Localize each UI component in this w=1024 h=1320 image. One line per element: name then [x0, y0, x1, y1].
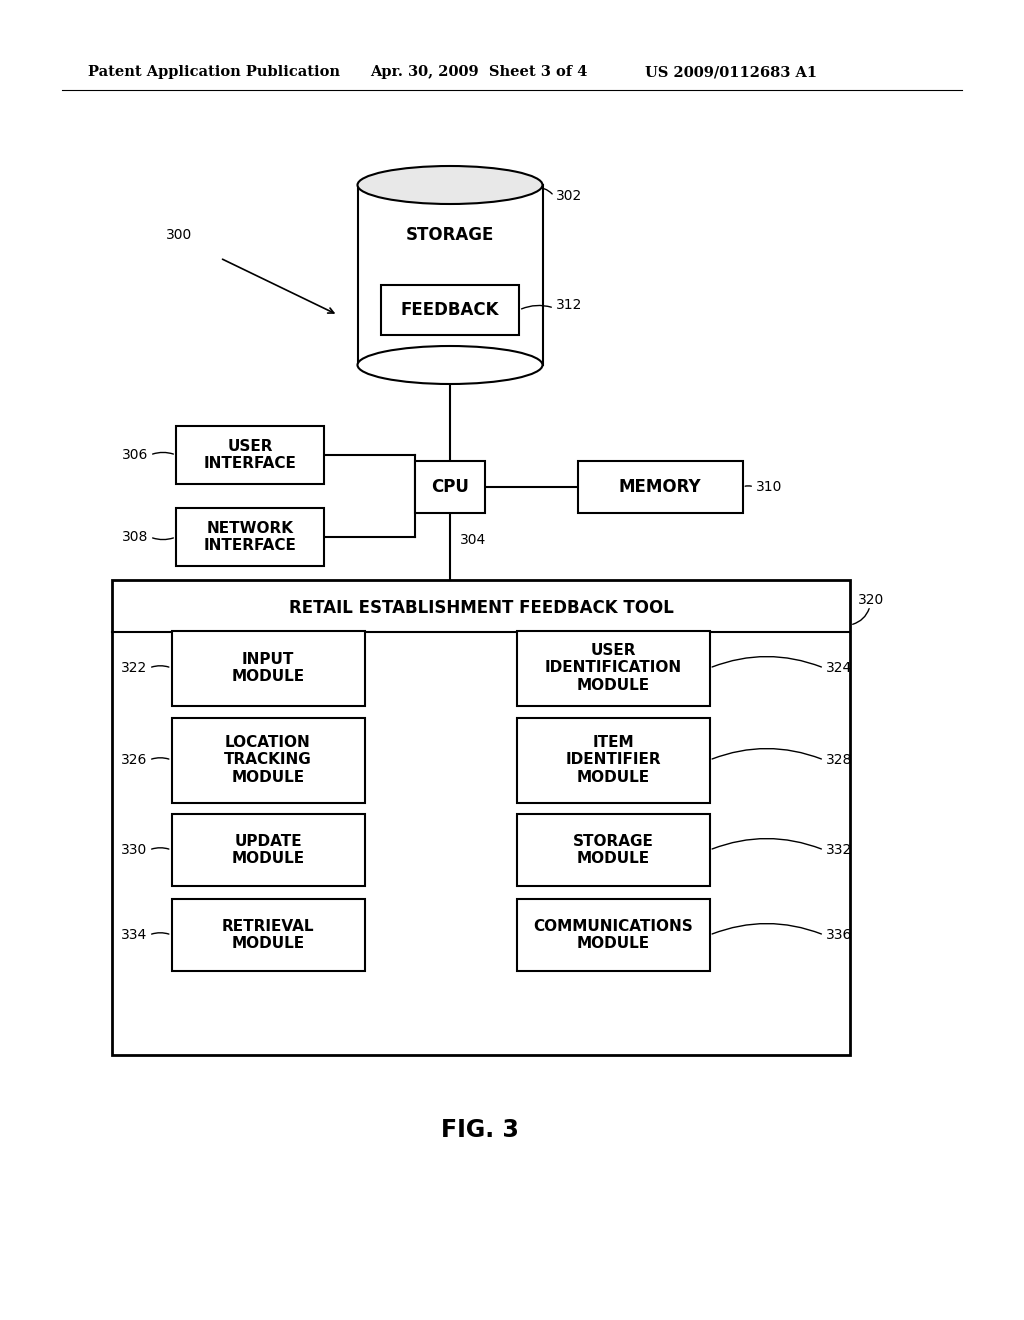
Text: FEEDBACK: FEEDBACK	[400, 301, 500, 319]
Text: FIG. 3: FIG. 3	[441, 1118, 519, 1142]
Text: 308: 308	[122, 531, 148, 544]
Text: UPDATE
MODULE: UPDATE MODULE	[231, 834, 304, 866]
Text: ITEM
IDENTIFIER
MODULE: ITEM IDENTIFIER MODULE	[565, 735, 660, 785]
Text: 330: 330	[121, 843, 147, 857]
FancyBboxPatch shape	[171, 631, 365, 705]
FancyBboxPatch shape	[112, 579, 850, 1055]
Text: USER
IDENTIFICATION
MODULE: USER IDENTIFICATION MODULE	[545, 643, 682, 693]
Text: COMMUNICATIONS
MODULE: COMMUNICATIONS MODULE	[534, 919, 693, 952]
Text: 328: 328	[826, 752, 852, 767]
Text: RETRIEVAL
MODULE: RETRIEVAL MODULE	[222, 919, 314, 952]
Text: 304: 304	[460, 533, 486, 546]
FancyBboxPatch shape	[578, 461, 742, 513]
FancyBboxPatch shape	[516, 631, 710, 705]
FancyBboxPatch shape	[171, 899, 365, 972]
Text: 336: 336	[826, 928, 852, 942]
FancyBboxPatch shape	[171, 718, 365, 803]
Text: LOCATION
TRACKING
MODULE: LOCATION TRACKING MODULE	[224, 735, 312, 785]
Text: CPU: CPU	[431, 478, 469, 496]
Text: 322: 322	[121, 661, 147, 675]
FancyBboxPatch shape	[516, 718, 710, 803]
Text: 324: 324	[826, 661, 852, 675]
Ellipse shape	[357, 346, 543, 384]
FancyBboxPatch shape	[381, 285, 519, 335]
Text: STORAGE
MODULE: STORAGE MODULE	[572, 834, 653, 866]
Text: 326: 326	[121, 752, 147, 767]
Text: RETAIL ESTABLISHMENT FEEDBACK TOOL: RETAIL ESTABLISHMENT FEEDBACK TOOL	[289, 599, 674, 616]
Text: MEMORY: MEMORY	[618, 478, 701, 496]
FancyBboxPatch shape	[176, 508, 324, 566]
Text: Apr. 30, 2009  Sheet 3 of 4: Apr. 30, 2009 Sheet 3 of 4	[370, 65, 588, 79]
Text: 310: 310	[756, 480, 782, 494]
Text: NETWORK
INTERFACE: NETWORK INTERFACE	[204, 521, 296, 553]
Text: 320: 320	[858, 593, 885, 607]
Text: STORAGE: STORAGE	[406, 226, 495, 244]
Text: 302: 302	[556, 189, 583, 203]
Text: USER
INTERFACE: USER INTERFACE	[204, 438, 296, 471]
Text: 334: 334	[121, 928, 147, 942]
Text: US 2009/0112683 A1: US 2009/0112683 A1	[645, 65, 817, 79]
Text: Patent Application Publication: Patent Application Publication	[88, 65, 340, 79]
Text: 312: 312	[556, 298, 583, 312]
FancyBboxPatch shape	[516, 814, 710, 886]
Text: 306: 306	[122, 447, 148, 462]
FancyBboxPatch shape	[171, 814, 365, 886]
FancyBboxPatch shape	[415, 461, 485, 513]
FancyBboxPatch shape	[516, 899, 710, 972]
Ellipse shape	[357, 166, 543, 205]
Text: 300: 300	[166, 228, 193, 242]
FancyBboxPatch shape	[176, 426, 324, 484]
Text: 332: 332	[826, 843, 852, 857]
Text: INPUT
MODULE: INPUT MODULE	[231, 652, 304, 684]
